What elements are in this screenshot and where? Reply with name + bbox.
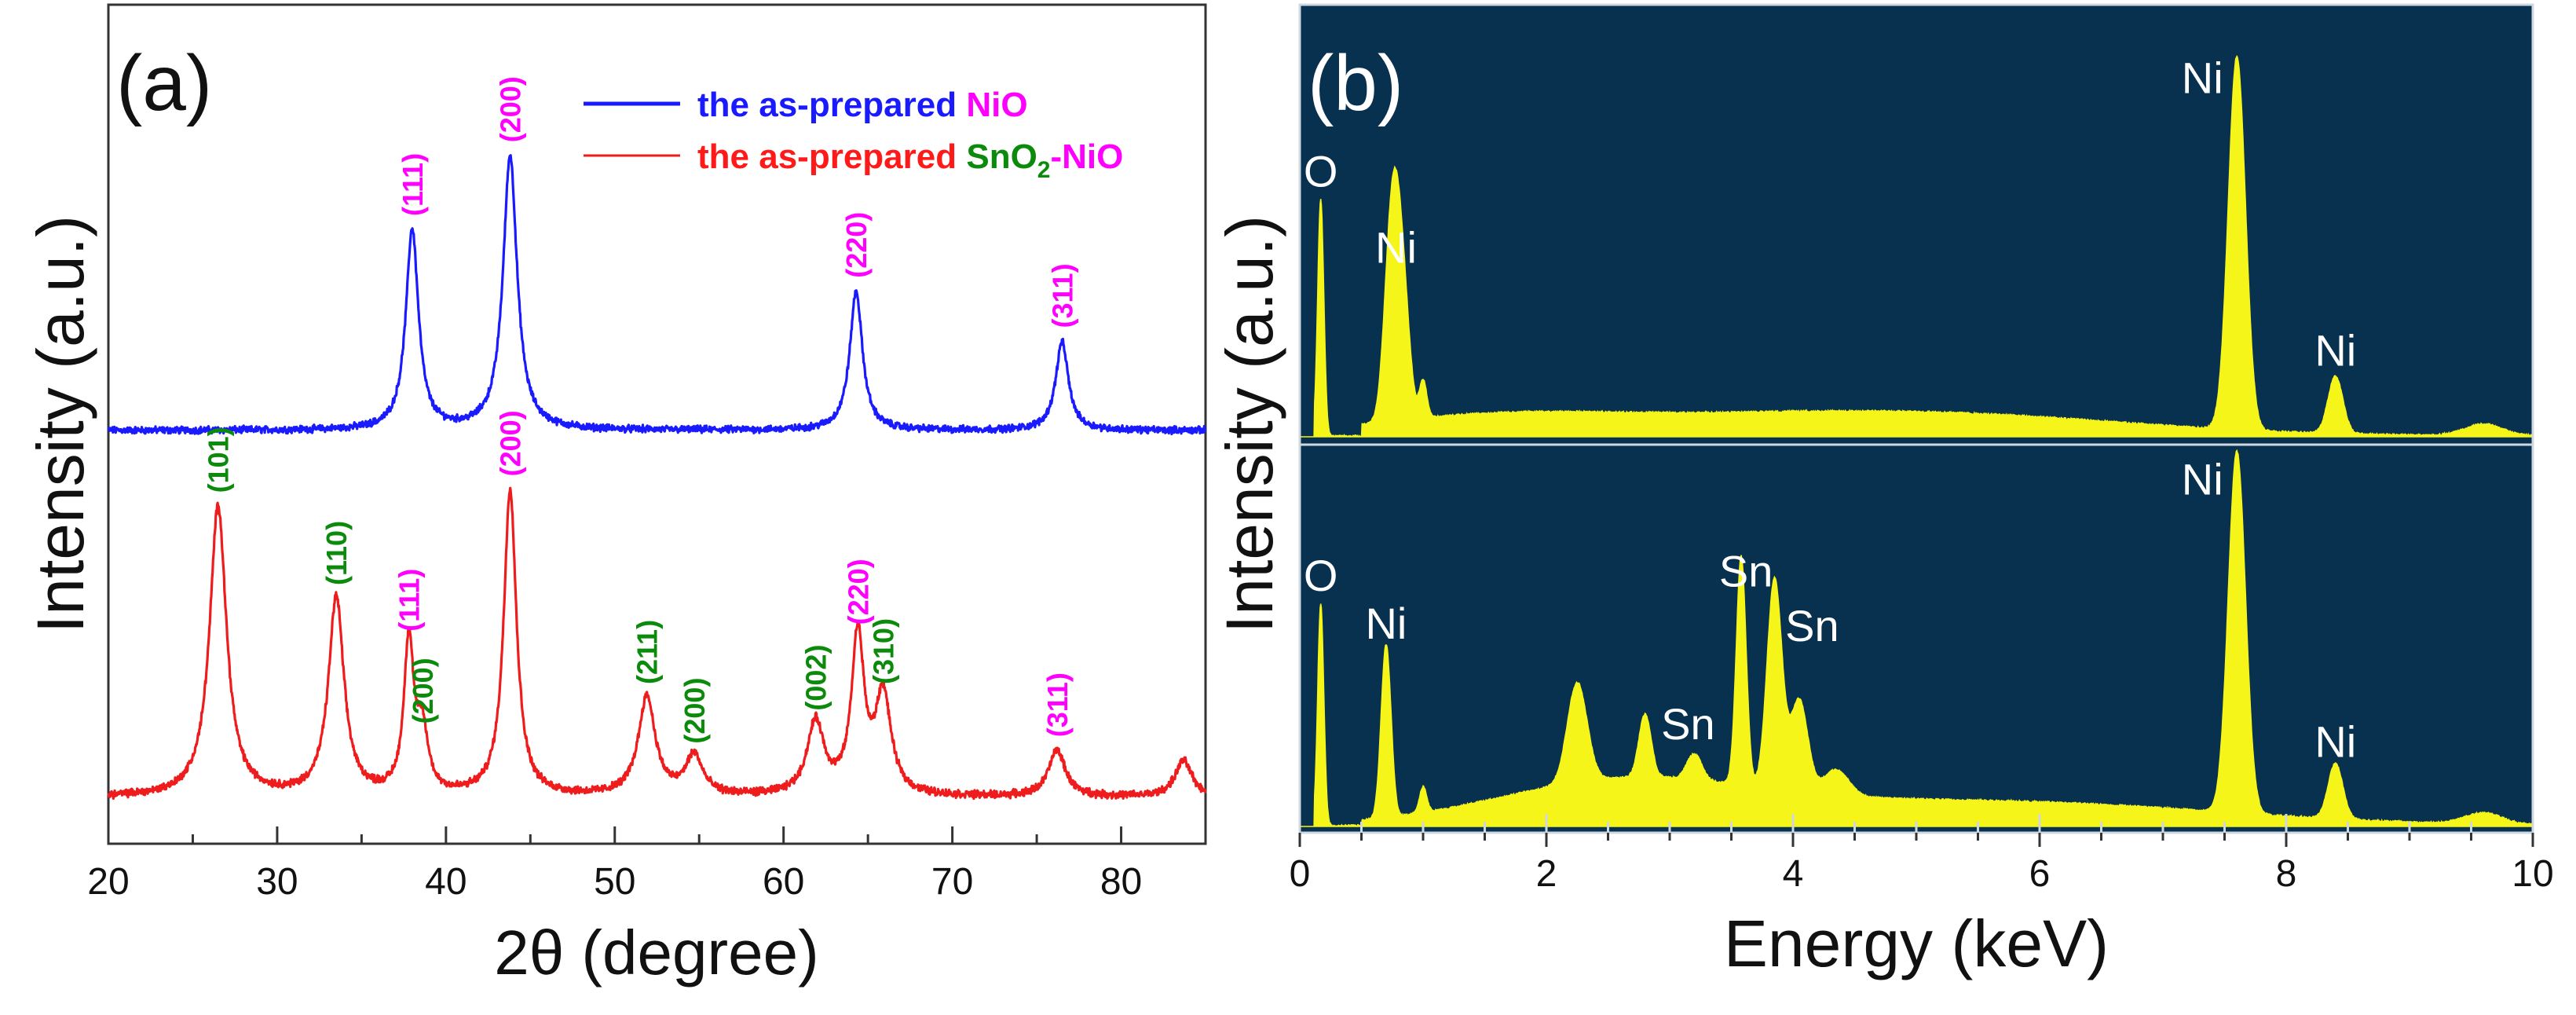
x-tick-label: 2: [1536, 853, 1557, 895]
peak-label: (220): [840, 212, 873, 278]
legend-entry-sno2-material: SnO: [966, 137, 1037, 176]
xrd-line-sno2-nio: [107, 486, 1207, 801]
panel-b-y-axis-label: Intensity (a.u.): [1213, 215, 1286, 633]
element-label: Ni: [1375, 222, 1417, 272]
panel-b-tag: (b): [1308, 39, 1403, 127]
x-tick-label: 4: [1783, 853, 1804, 895]
element-label: Sn: [1719, 547, 1773, 596]
x-tick-label: 70: [931, 861, 973, 903]
x-tick-label: 60: [763, 861, 804, 903]
element-label: Sn: [1785, 601, 1839, 650]
element-label: Ni: [1365, 599, 1407, 648]
peak-label: (200): [679, 678, 711, 744]
x-tick-label: 20: [87, 861, 129, 903]
legend-entry-nio-prefix: the as-prepared: [697, 86, 966, 124]
x-tick-label: 10: [2512, 853, 2553, 895]
legend-entry-sno2-nio-prefix: the as-prepared: [697, 137, 966, 176]
panel-b-upper-plot-bg: [1300, 5, 2533, 445]
peak-label: (311): [1046, 263, 1078, 328]
panel-a-x-axis-label: 2θ (degree): [494, 918, 819, 988]
peak-label: (101): [203, 427, 235, 493]
x-tick-label: 8: [2276, 853, 2297, 895]
peak-label: (110): [320, 521, 353, 585]
xrd-line-nio: [107, 154, 1206, 436]
x-tick-label: 30: [256, 861, 298, 903]
peak-label: (200): [407, 658, 439, 724]
element-label: Ni: [2314, 717, 2356, 767]
eds-spectrum-nio: [1300, 54, 2534, 438]
peak-label: (200): [495, 410, 527, 476]
peak-label: (200): [495, 76, 527, 142]
x-tick-label: 6: [2029, 853, 2051, 895]
element-label: O: [1304, 551, 1338, 600]
x-tick-label: 50: [594, 861, 635, 903]
x-tick-label: 0: [1290, 853, 1311, 895]
legend-entry-nio: the as-prepared NiO: [697, 86, 1028, 124]
panel-a-y-axis-label: Intensity (a.u.): [24, 215, 97, 633]
x-tick-label: 40: [425, 861, 467, 903]
x-tick-label: 80: [1100, 861, 1142, 903]
legend-entry-sno2-subscript: 2: [1037, 157, 1051, 183]
legend-entry-nio-material: NiO: [966, 86, 1027, 124]
legend-entry-nio-suffix: -NiO: [1050, 137, 1123, 176]
peak-label: (211): [631, 620, 664, 684]
panel-b-x-axis-label: Energy (keV): [1724, 907, 2109, 980]
element-label: Ni: [2314, 325, 2356, 375]
panel-b-lower-plot-bg: [1300, 445, 2533, 833]
element-label: Sn: [1661, 699, 1715, 749]
element-label: O: [1304, 146, 1338, 196]
panel-a-tag: (a): [116, 39, 212, 127]
panel-a-legend: the as-prepared NiO the as-prepared SnO2…: [584, 86, 1123, 183]
peak-label: (111): [393, 569, 426, 632]
peak-label: (002): [800, 645, 832, 711]
element-label: Ni: [2182, 454, 2223, 504]
peak-label: (220): [842, 559, 874, 625]
eds-spectrum-sno2-nio: [1300, 449, 2534, 828]
peak-label: (311): [1041, 672, 1074, 737]
peak-label: (310): [868, 618, 900, 684]
legend-entry-sno2-nio: the as-prepared SnO2-NiO: [697, 137, 1123, 183]
element-label: Ni: [2182, 53, 2223, 103]
panel-a: (a) (111) (200) (220) (311) (101) (110) (111) (…: [24, 3, 1207, 988]
peak-label: (111): [397, 153, 429, 216]
